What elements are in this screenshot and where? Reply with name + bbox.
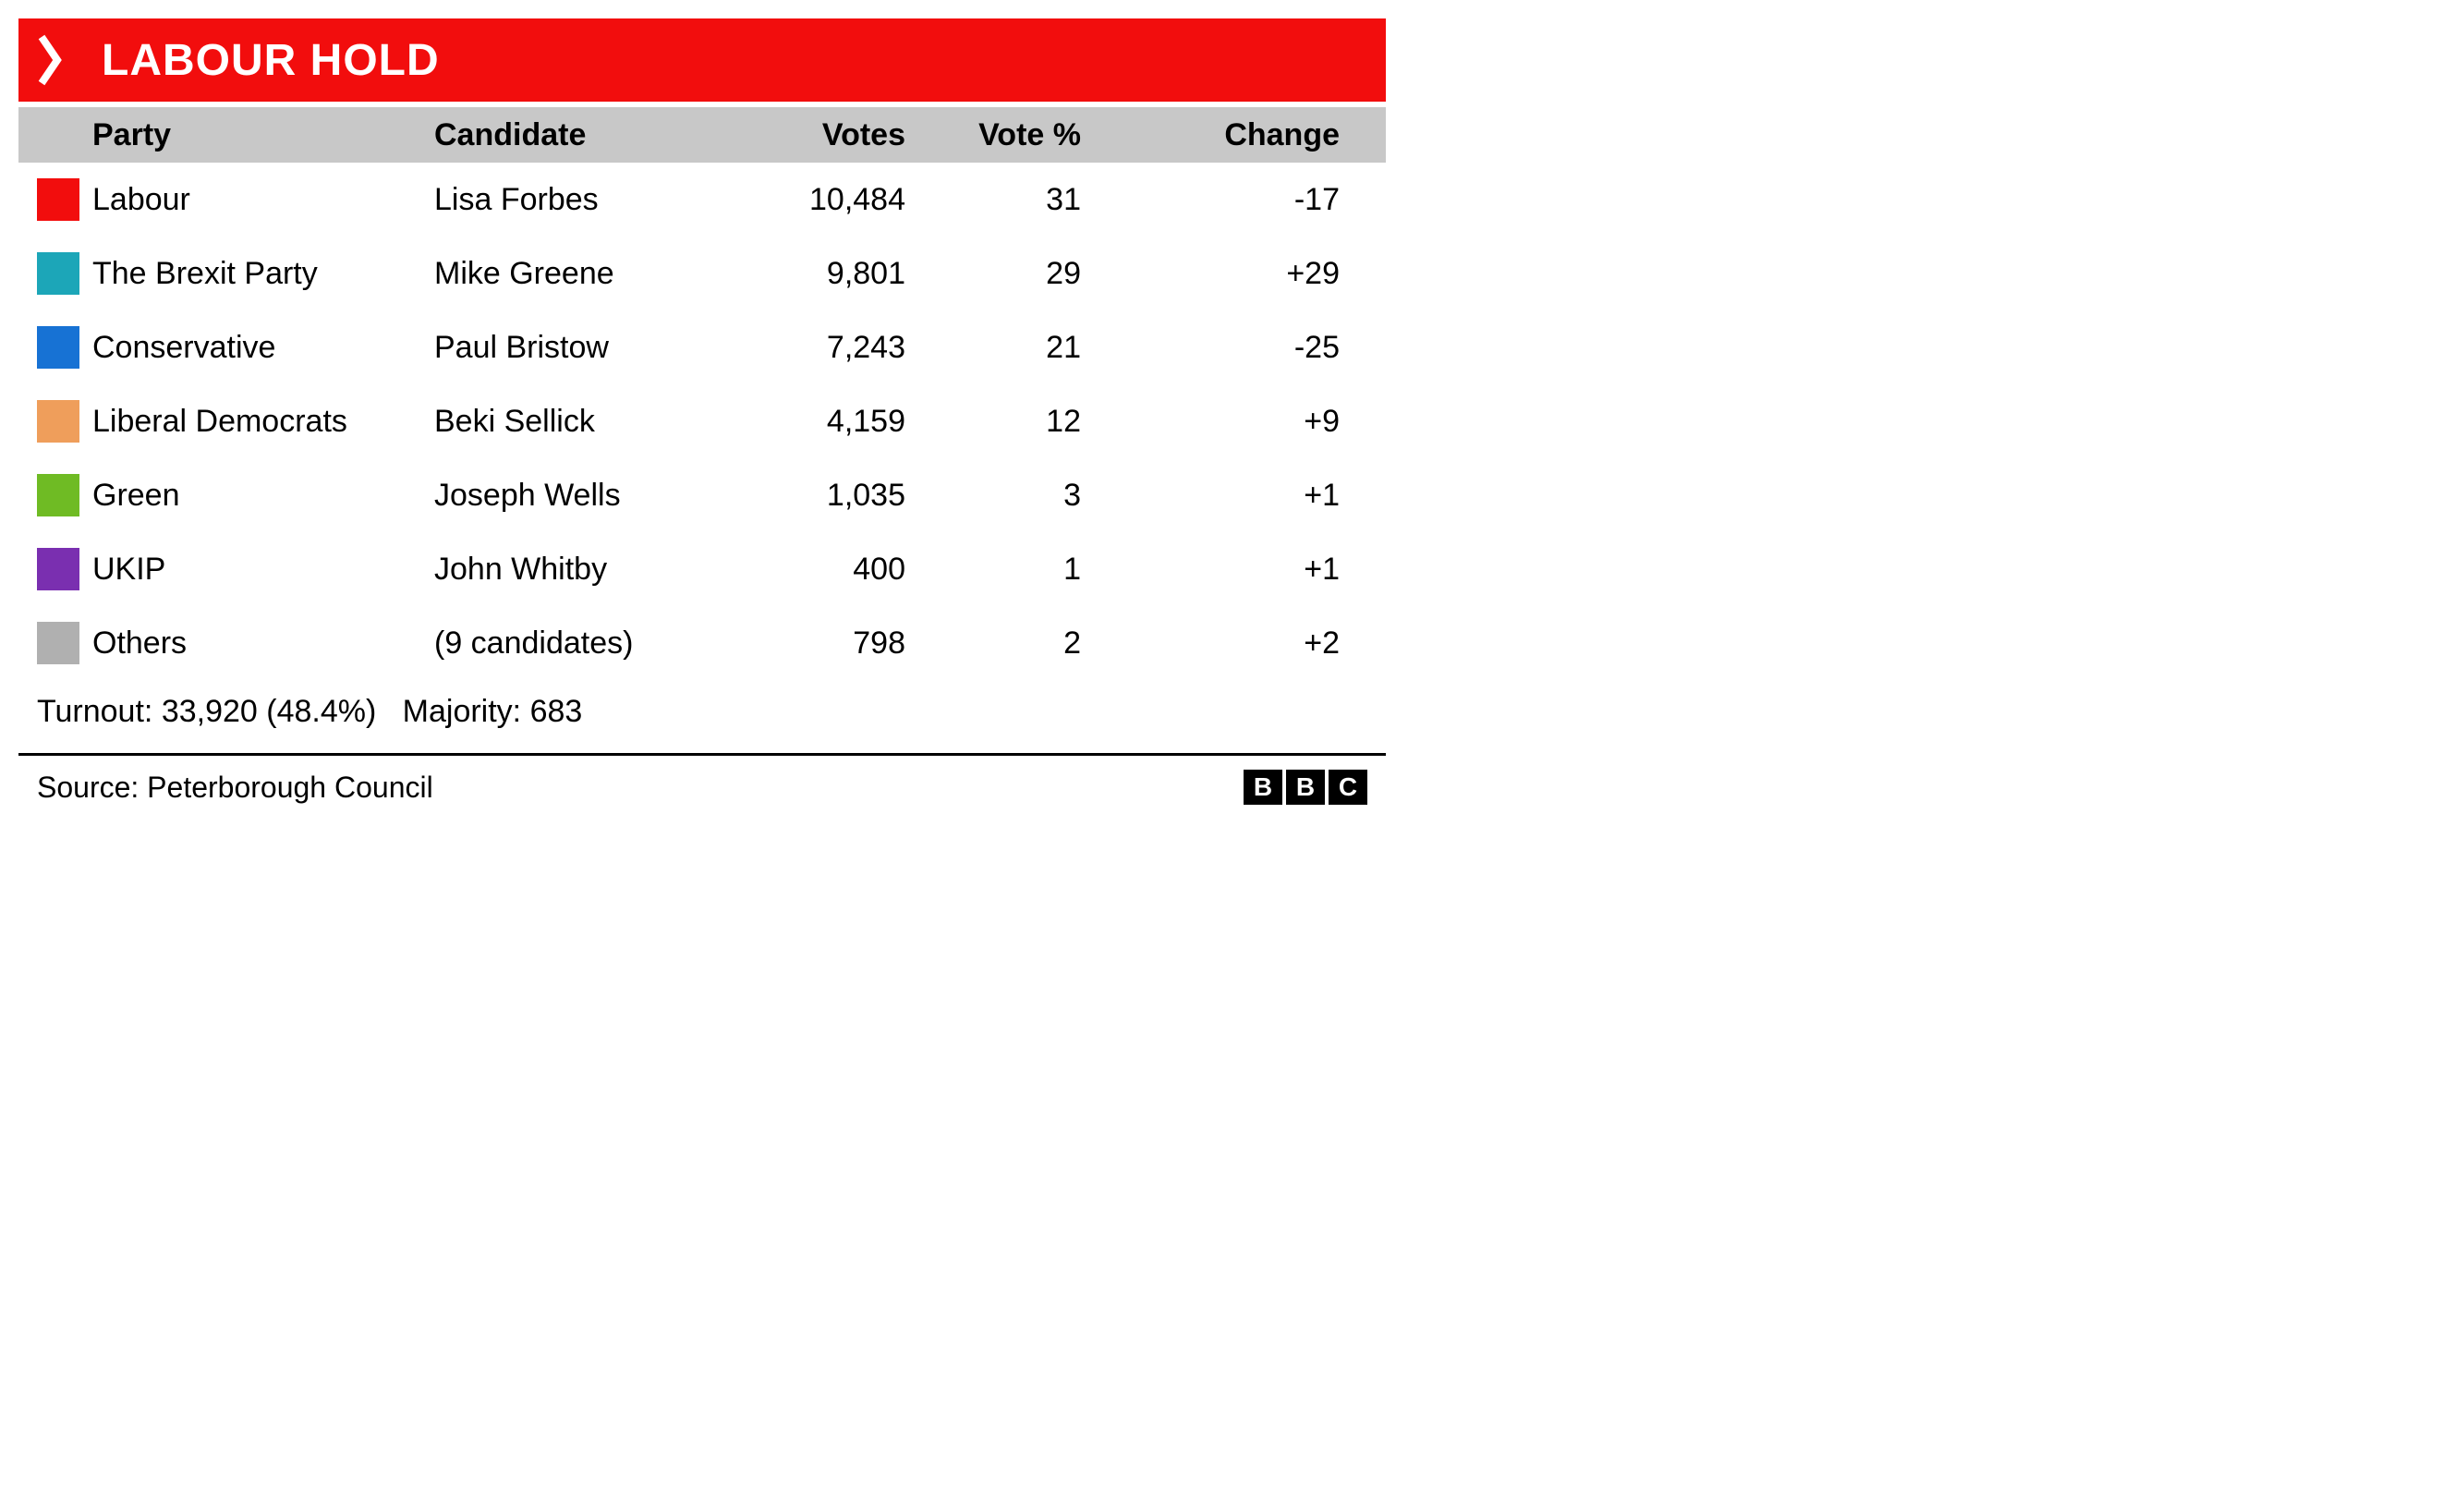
bbc-logo-block: B xyxy=(1286,770,1325,805)
party-name: Labour xyxy=(92,182,434,218)
change-value: +2 xyxy=(1136,625,1377,662)
candidate-name: Lisa Forbes xyxy=(434,182,730,218)
vote-pct-value: 29 xyxy=(933,256,1136,292)
party-name: UKIP xyxy=(92,552,434,588)
results-card: LABOUR HOLD Party Candidate Votes Vote %… xyxy=(18,18,1386,814)
votes-value: 400 xyxy=(730,552,933,588)
change-value: +29 xyxy=(1136,256,1377,292)
party-name: Conservative xyxy=(92,330,434,366)
party-color-swatch xyxy=(37,400,79,443)
source-label: Source: xyxy=(37,771,139,804)
party-name: Green xyxy=(92,478,434,514)
vote-pct-value: 31 xyxy=(933,182,1136,218)
change-value: -25 xyxy=(1136,330,1377,366)
col-header-votes: Votes xyxy=(730,117,933,153)
chevron-icon xyxy=(18,18,83,102)
footer: Source: Peterborough Council B B C xyxy=(18,756,1386,814)
change-value: +1 xyxy=(1136,552,1377,588)
bbc-logo-block: C xyxy=(1329,770,1367,805)
candidate-name: Beki Sellick xyxy=(434,404,730,440)
swatch-cell xyxy=(18,622,92,664)
change-value: +1 xyxy=(1136,478,1377,514)
candidate-name: (9 candidates) xyxy=(434,625,730,662)
table-row: LabourLisa Forbes10,48431-17 xyxy=(18,163,1386,237)
vote-pct-value: 21 xyxy=(933,330,1136,366)
col-header-candidate: Candidate xyxy=(434,117,730,153)
table-row: GreenJoseph Wells1,0353+1 xyxy=(18,458,1386,532)
party-name: Liberal Democrats xyxy=(92,404,434,440)
turnout-label: Turnout: xyxy=(37,694,152,729)
candidate-name: Mike Greene xyxy=(434,256,730,292)
majority-label: Majority: xyxy=(403,694,521,729)
swatch-cell xyxy=(18,474,92,516)
party-color-swatch xyxy=(37,474,79,516)
bbc-logo-block: B xyxy=(1244,770,1282,805)
party-color-swatch xyxy=(37,622,79,664)
header-bar: LABOUR HOLD xyxy=(18,18,1386,102)
party-color-swatch xyxy=(37,548,79,590)
party-color-swatch xyxy=(37,252,79,295)
table-body: LabourLisa Forbes10,48431-17The Brexit P… xyxy=(18,163,1386,680)
table-row: Others(9 candidates)7982+2 xyxy=(18,606,1386,680)
bbc-logo: B B C xyxy=(1244,770,1367,805)
table-row: ConservativePaul Bristow7,24321-25 xyxy=(18,310,1386,384)
votes-value: 798 xyxy=(730,625,933,662)
party-name: Others xyxy=(92,625,434,662)
swatch-cell xyxy=(18,548,92,590)
table-header-row: Party Candidate Votes Vote % Change xyxy=(18,107,1386,163)
source-text: Source: Peterborough Council xyxy=(37,771,433,805)
swatch-cell xyxy=(18,178,92,221)
table-row: UKIPJohn Whitby4001+1 xyxy=(18,532,1386,606)
vote-pct-value: 12 xyxy=(933,404,1136,440)
col-header-vote-pct: Vote % xyxy=(933,117,1136,153)
swatch-cell xyxy=(18,252,92,295)
candidate-name: Paul Bristow xyxy=(434,330,730,366)
source-value: Peterborough Council xyxy=(147,771,433,804)
change-value: +9 xyxy=(1136,404,1377,440)
vote-pct-value: 1 xyxy=(933,552,1136,588)
header-title: LABOUR HOLD xyxy=(102,35,440,86)
col-header-party: Party xyxy=(92,117,434,153)
party-name: The Brexit Party xyxy=(92,256,434,292)
swatch-cell xyxy=(18,326,92,369)
vote-pct-value: 2 xyxy=(933,625,1136,662)
majority-value: 683 xyxy=(530,694,583,729)
party-color-swatch xyxy=(37,326,79,369)
votes-value: 1,035 xyxy=(730,478,933,514)
votes-value: 4,159 xyxy=(730,404,933,440)
candidate-name: Joseph Wells xyxy=(434,478,730,514)
votes-value: 7,243 xyxy=(730,330,933,366)
candidate-name: John Whitby xyxy=(434,552,730,588)
votes-value: 9,801 xyxy=(730,256,933,292)
party-color-swatch xyxy=(37,178,79,221)
votes-value: 10,484 xyxy=(730,182,933,218)
col-header-change: Change xyxy=(1136,117,1377,153)
table-row: Liberal DemocratsBeki Sellick4,15912+9 xyxy=(18,384,1386,458)
summary-line: Turnout: 33,920 (48.4%) Majority: 683 xyxy=(18,680,1386,753)
table-row: The Brexit PartyMike Greene9,80129+29 xyxy=(18,237,1386,310)
turnout-value: 33,920 (48.4%) xyxy=(162,694,377,729)
swatch-cell xyxy=(18,400,92,443)
change-value: -17 xyxy=(1136,182,1377,218)
vote-pct-value: 3 xyxy=(933,478,1136,514)
